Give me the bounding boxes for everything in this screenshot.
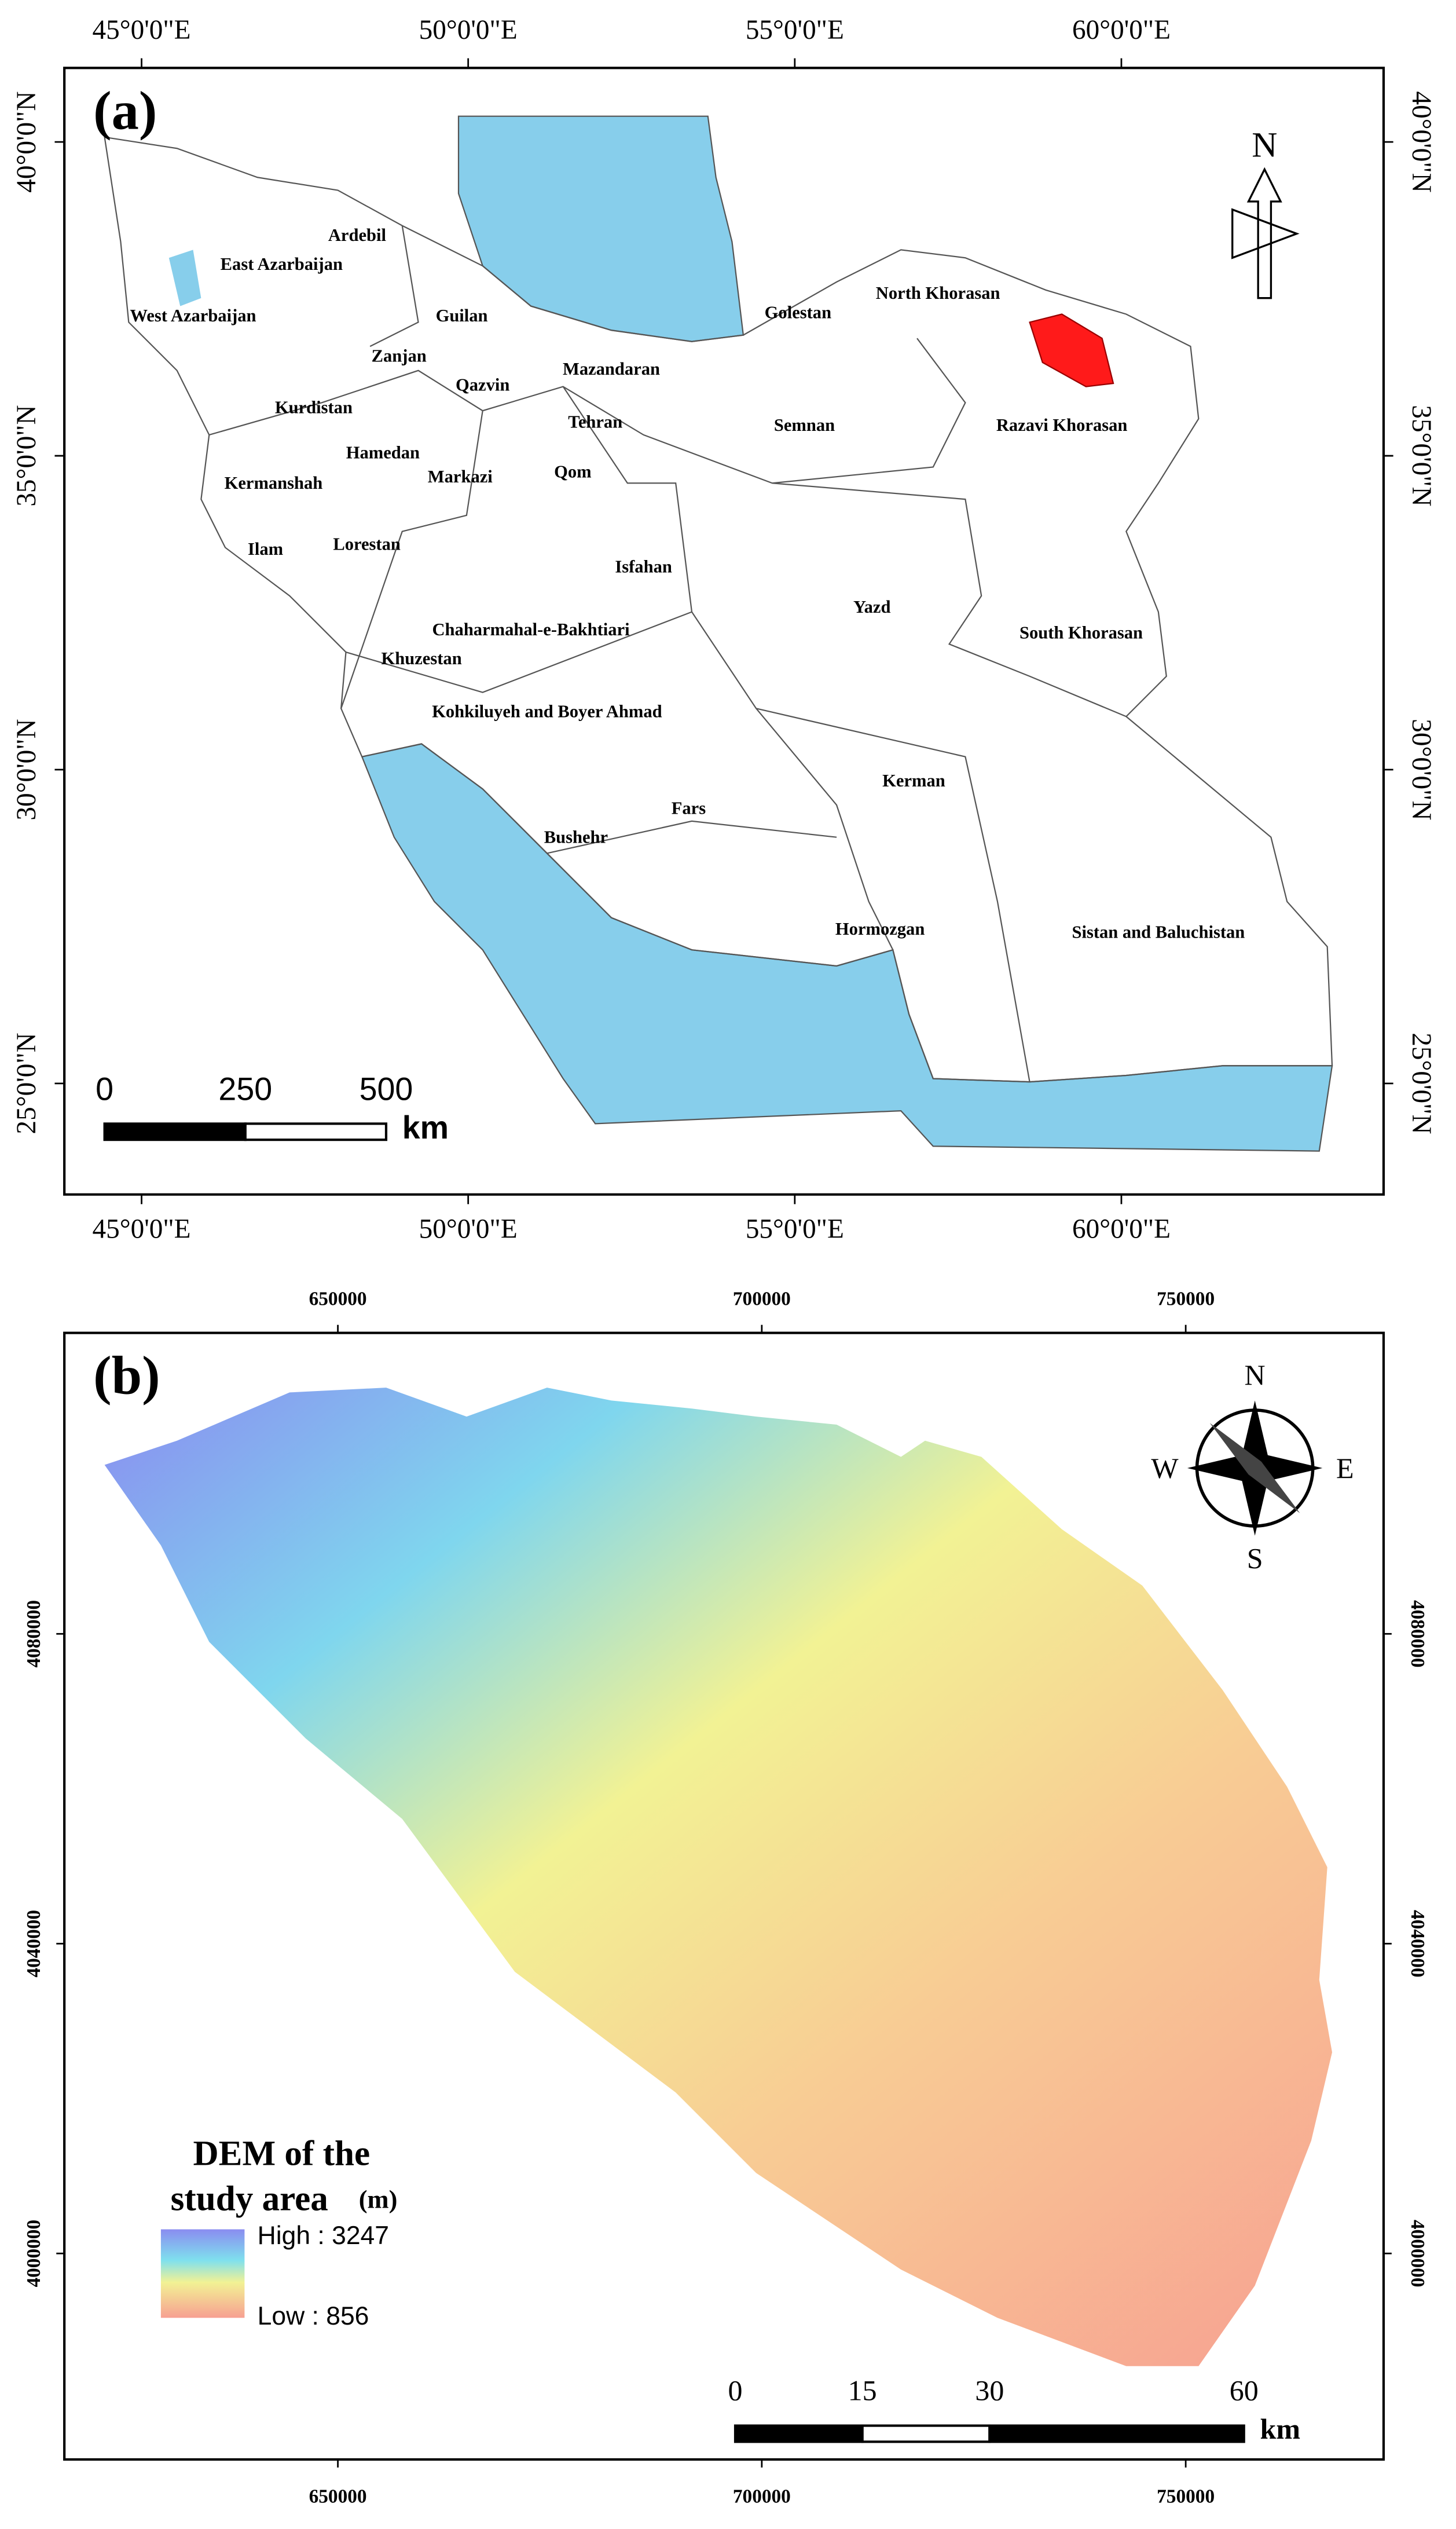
northing-label: 4080000	[1407, 1600, 1428, 1668]
compass-w: W	[1151, 1452, 1179, 1484]
province-label: Golestan	[765, 303, 831, 323]
province-label: Qom	[554, 462, 591, 482]
province-label: Isfahan	[615, 557, 672, 577]
province-label: Ilam	[248, 539, 283, 559]
province-label: Ardebil	[328, 225, 386, 245]
dem-surface	[104, 1388, 1333, 2366]
scale-segment	[103, 1122, 247, 1141]
legend-title: DEM of the	[193, 2134, 371, 2173]
northing-label: 4000000	[23, 2220, 45, 2288]
province-label: Kermanshah	[225, 473, 323, 493]
province-label: Sistan and Baluchistan	[1072, 922, 1245, 942]
province-label: Kurdistan	[275, 397, 353, 417]
scale-label: 30	[975, 2374, 1004, 2406]
province-label: Guilan	[436, 306, 488, 325]
lat-tick-label: 30°0'0"N	[1406, 719, 1436, 820]
scale-label: 15	[848, 2374, 877, 2406]
scale-label: 250	[218, 1071, 272, 1107]
lat-tick-label: 30°0'0"N	[12, 719, 42, 820]
lon-tick-label: 45°0'0"E	[93, 1214, 191, 1244]
province-label: Lorestan	[333, 535, 401, 554]
legend-title: study area	[171, 2179, 328, 2218]
legend-ramp	[160, 2229, 245, 2318]
province-label: West Azarbaijan	[130, 306, 256, 325]
province-label: Yazd	[853, 597, 891, 617]
labels: 45°0'0"E 45°0'0"E 50°0'0"E 50°0'0"E 55°0'0"E…	[12, 15, 1436, 2507]
province-label: East Azarbaijan	[221, 254, 343, 274]
province-label: Fars	[672, 798, 706, 818]
lon-tick-label: 60°0'0"E	[1072, 15, 1171, 45]
legend-high: High : 3247	[258, 2221, 389, 2250]
compass-rose	[1187, 1400, 1323, 1536]
scale-segment	[861, 2424, 991, 2443]
lon-tick-label: 50°0'0"E	[419, 1214, 518, 1244]
lat-tick-label: 40°0'0"N	[1406, 92, 1436, 193]
lon-tick-label: 60°0'0"E	[1072, 1214, 1171, 1244]
lat-tick-label: 25°0'0"N	[12, 1033, 42, 1134]
province-label: Razavi Khorasan	[996, 415, 1128, 435]
province-label: Kerman	[882, 771, 945, 790]
scale-label: 0	[96, 1071, 113, 1107]
lon-tick-label: 55°0'0"E	[746, 15, 844, 45]
province-label: Chaharmahal-e-Bakhtiari	[432, 620, 630, 639]
scale-label: 500	[360, 1071, 413, 1107]
easting-label: 750000	[1157, 1289, 1215, 1310]
province-label: Khuzestan	[382, 649, 462, 668]
legend-low: Low : 856	[258, 2302, 369, 2330]
lon-tick-label: 45°0'0"E	[93, 15, 191, 45]
north-arrow	[1231, 167, 1300, 299]
study-area	[1029, 313, 1114, 387]
province-label: Zanjan	[372, 346, 427, 366]
lat-tick-label: 35°0'0"N	[1406, 405, 1436, 506]
easting-label: 650000	[309, 2486, 367, 2507]
lon-tick-label: 50°0'0"E	[419, 15, 518, 45]
province-label: South Khorasan	[1019, 623, 1143, 643]
lake-urmia	[168, 250, 201, 306]
scale-segment	[244, 1122, 388, 1141]
northing-label: 4040000	[1407, 1910, 1428, 1978]
province-label: Tehran	[568, 412, 622, 431]
lat-tick-label: 40°0'0"N	[12, 92, 42, 193]
panel-label: (b)	[93, 1346, 160, 1406]
scale-segment	[733, 2424, 864, 2443]
scale-unit: km	[402, 1110, 449, 1145]
northing-label: 4000000	[1407, 2220, 1428, 2288]
easting-label: 750000	[1157, 2486, 1215, 2507]
compass-n: N	[1245, 1359, 1266, 1391]
province-label: Bushehr	[544, 827, 608, 847]
easting-label: 650000	[309, 1289, 367, 1310]
province-label: Qazvin	[456, 375, 509, 395]
province-label: Hormozgan	[835, 919, 925, 939]
compass-e: E	[1336, 1452, 1354, 1484]
lat-tick-label: 35°0'0"N	[12, 405, 42, 506]
easting-label: 700000	[733, 1289, 791, 1310]
province-label: Hamedan	[346, 442, 420, 462]
lat-tick-label: 25°0'0"N	[1406, 1033, 1436, 1134]
scale-label: 0	[728, 2374, 742, 2406]
northing-label: 4040000	[23, 1910, 45, 1978]
panel-label: (a)	[93, 80, 157, 141]
legend-unit: (m)	[359, 2184, 398, 2213]
scale-unit: km	[1260, 2413, 1300, 2445]
easting-label: 700000	[733, 2486, 791, 2507]
province-label: North Khorasan	[876, 283, 1000, 303]
province-label: Mazandaran	[563, 359, 660, 379]
province-label: Kohkiluyeh and Boyer Ahmad	[432, 702, 662, 722]
northing-label: 4080000	[23, 1600, 45, 1668]
scale-label: 60	[1230, 2374, 1259, 2406]
compass-s: S	[1247, 1542, 1263, 1575]
province-label: Semnan	[774, 415, 835, 435]
province-label: Markazi	[428, 467, 493, 486]
scale-segment	[988, 2424, 1245, 2443]
lon-tick-label: 55°0'0"E	[746, 1214, 844, 1244]
north-label: N	[1252, 126, 1277, 164]
